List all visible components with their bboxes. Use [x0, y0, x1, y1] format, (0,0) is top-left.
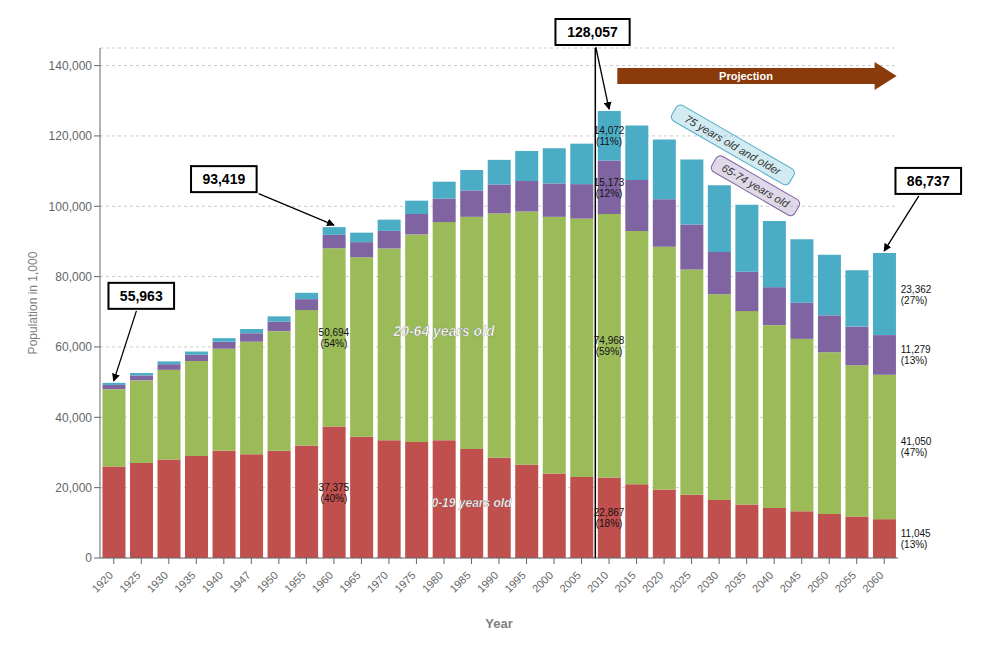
svg-text:1950: 1950 [254, 569, 280, 595]
svg-text:60,000: 60,000 [55, 340, 92, 354]
svg-text:0: 0 [85, 551, 92, 565]
svg-text:100,000: 100,000 [49, 200, 93, 214]
svg-text:1970: 1970 [365, 569, 391, 595]
svg-text:15,173(12%): 15,173(12%) [594, 176, 625, 198]
svg-text:22,867(18%): 22,867(18%) [594, 507, 625, 529]
svg-text:55,963: 55,963 [120, 288, 163, 304]
svg-text:2040: 2040 [750, 569, 776, 595]
svg-text:2005: 2005 [557, 569, 583, 595]
svg-text:Projection: Projection [719, 70, 773, 82]
svg-text:120,000: 120,000 [49, 129, 93, 143]
svg-text:2000: 2000 [530, 569, 556, 595]
svg-text:1940: 1940 [199, 569, 225, 595]
svg-text:93,419: 93,419 [202, 171, 245, 187]
svg-text:2055: 2055 [832, 569, 858, 595]
svg-text:2015: 2015 [612, 569, 638, 595]
svg-text:Population in 1,000: Population in 1,000 [26, 251, 40, 354]
svg-text:20-64 years old: 20-64 years old [392, 323, 495, 339]
svg-text:37,375(40%): 37,375(40%) [319, 481, 350, 503]
svg-text:2050: 2050 [805, 569, 831, 595]
svg-text:2020: 2020 [640, 569, 666, 595]
svg-text:40,000: 40,000 [55, 411, 92, 425]
svg-text:Year: Year [485, 616, 512, 631]
svg-text:74,968(59%): 74,968(59%) [594, 335, 625, 357]
svg-text:11,045(13%): 11,045(13%) [901, 528, 931, 550]
svg-text:1930: 1930 [144, 569, 170, 595]
svg-text:41,050(47%): 41,050(47%) [901, 436, 932, 458]
svg-text:1990: 1990 [475, 569, 501, 595]
svg-text:2045: 2045 [777, 569, 803, 595]
svg-text:1935: 1935 [172, 569, 198, 595]
svg-text:75 years old and older: 75 years old and older [683, 112, 784, 177]
svg-text:2030: 2030 [695, 569, 721, 595]
svg-text:2025: 2025 [667, 569, 693, 595]
svg-text:1920: 1920 [89, 569, 115, 595]
svg-text:1947: 1947 [227, 569, 253, 595]
svg-text:0-19 years old: 0-19 years old [431, 496, 512, 510]
svg-text:1980: 1980 [420, 569, 446, 595]
svg-text:86,737: 86,737 [907, 173, 950, 189]
svg-text:11,279(13%): 11,279(13%) [901, 344, 931, 366]
svg-text:14,072(11%): 14,072(11%) [594, 125, 625, 147]
svg-text:1995: 1995 [502, 569, 528, 595]
svg-text:1925: 1925 [117, 569, 143, 595]
svg-text:50,694(54%): 50,694(54%) [319, 326, 350, 348]
svg-text:1965: 1965 [337, 569, 363, 595]
svg-text:23,362(27%): 23,362(27%) [901, 283, 932, 305]
svg-text:80,000: 80,000 [55, 270, 92, 284]
svg-text:2060: 2060 [860, 569, 886, 595]
svg-text:65-74 years old: 65-74 years old [720, 162, 792, 211]
svg-text:20,000: 20,000 [55, 481, 92, 495]
svg-text:1955: 1955 [282, 569, 308, 595]
svg-text:140,000: 140,000 [49, 59, 93, 73]
svg-text:128,057: 128,057 [567, 24, 618, 40]
svg-text:1985: 1985 [447, 569, 473, 595]
svg-text:2010: 2010 [585, 569, 611, 595]
svg-text:2035: 2035 [722, 569, 748, 595]
svg-text:1975: 1975 [392, 569, 418, 595]
svg-text:1960: 1960 [310, 569, 336, 595]
